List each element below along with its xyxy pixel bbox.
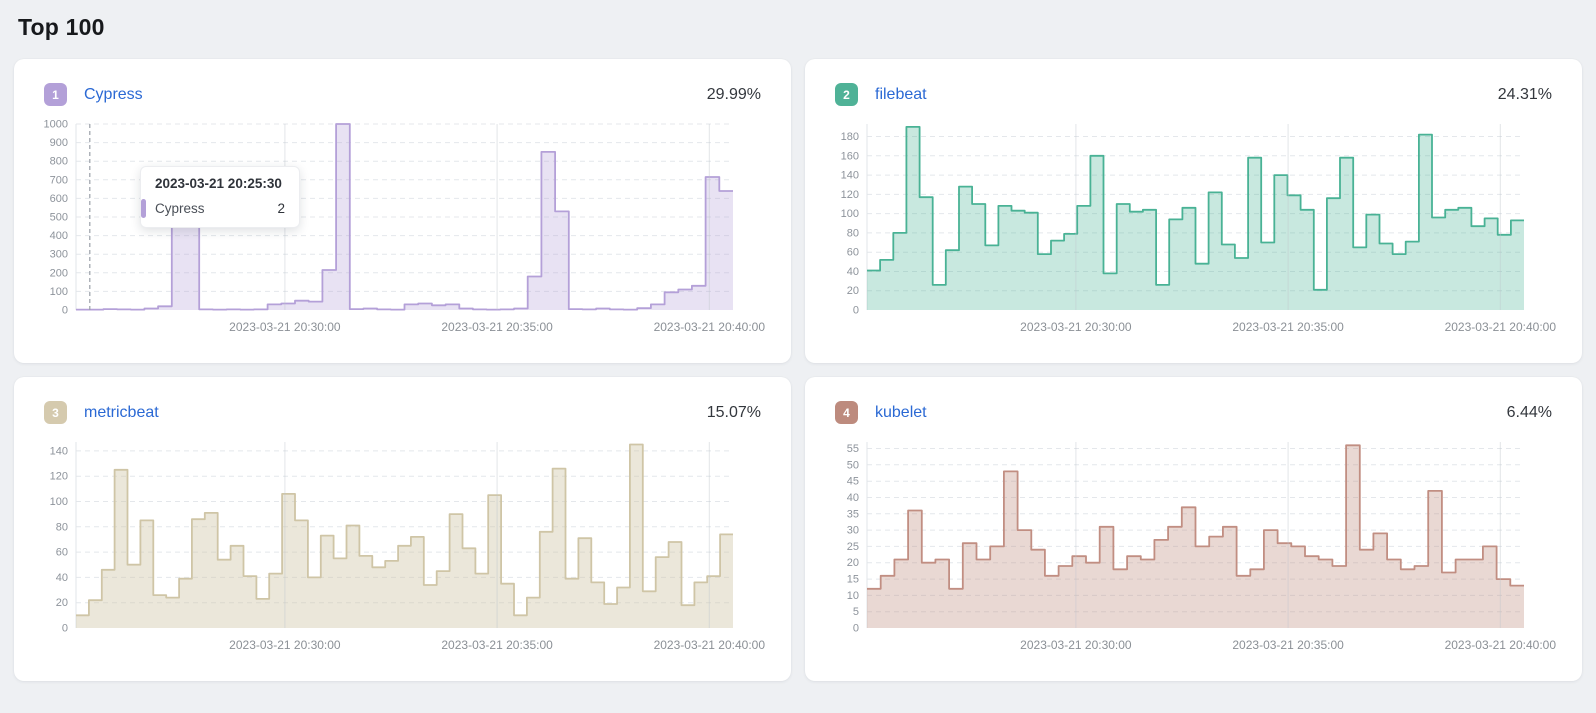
chart-svg: 0 20 40 60 80 100 120 140 2023-03-21 20:30:00 202… bbox=[50, 442, 766, 652]
y-axis-tick-label: 60 bbox=[56, 547, 68, 559]
percentage-value: 29.99% bbox=[706, 85, 761, 103]
percentage-value: 15.07% bbox=[706, 403, 761, 421]
chart-card-filebeat: 2 filebeat 24.31% 0 20 40 60 80 100 120 140 160 1… bbox=[805, 59, 1582, 363]
y-axis-tick-label: 800 bbox=[50, 156, 68, 168]
y-axis-tick-label: 50 bbox=[847, 459, 859, 471]
chart-canvas-metricbeat[interactable]: 0 20 40 60 80 100 120 140 2023-03-21 20:30:00 202… bbox=[36, 434, 767, 662]
y-axis-tick-label: 140 bbox=[841, 170, 859, 182]
rank-badge: 1 bbox=[44, 83, 67, 106]
y-axis-tick-label: 20 bbox=[56, 597, 68, 609]
card-header: 1 Cypress 29.99% bbox=[44, 83, 761, 106]
x-axis-tick-label: 2023-03-21 20:35:00 bbox=[1232, 320, 1344, 334]
chart-wrap: 0 20 40 60 80 100 120 140 2023-03-21 20:30:00 202… bbox=[36, 434, 767, 662]
x-axis-tick-label: 2023-03-21 20:35:00 bbox=[441, 320, 553, 334]
rank-badge: 4 bbox=[835, 401, 858, 424]
x-axis-tick-label: 2023-03-21 20:30:00 bbox=[1020, 320, 1132, 334]
y-axis-tick-label: 80 bbox=[847, 227, 859, 239]
chart-tooltip: 2023-03-21 20:25:30 Cypress 2 bbox=[140, 166, 300, 228]
chart-svg: 0 20 40 60 80 100 120 140 160 180 2023-03-21 20:30… bbox=[841, 124, 1557, 334]
page-title: Top 100 bbox=[18, 14, 105, 40]
y-axis-tick-label: 30 bbox=[847, 525, 859, 537]
y-axis-tick-label: 120 bbox=[841, 189, 859, 201]
x-axis-tick-label: 2023-03-21 20:40:00 bbox=[1445, 638, 1557, 652]
series-link-metricbeat[interactable]: metricbeat bbox=[84, 403, 159, 421]
x-axis-tick-label: 2023-03-21 20:30:00 bbox=[229, 320, 341, 334]
y-axis-tick-label: 1000 bbox=[44, 119, 68, 131]
area-series-fill bbox=[76, 444, 733, 628]
y-axis-tick-label: 400 bbox=[50, 230, 68, 242]
tooltip-series-value: 2 bbox=[277, 201, 285, 216]
chart-svg: 0 5 10 15 20 25 30 35 40 45 50 55 2023-03-21 20:30:0… bbox=[847, 442, 1557, 652]
chart-card-cypress: 1 Cypress 29.99% 0 100 200 300 400 500 600 700 8… bbox=[14, 59, 791, 363]
series-link-filebeat[interactable]: filebeat bbox=[875, 85, 927, 103]
y-axis-tick-label: 80 bbox=[56, 521, 68, 533]
cards-grid: 1 Cypress 29.99% 0 100 200 300 400 500 600 700 8… bbox=[14, 59, 1582, 681]
chart-wrap: 0 20 40 60 80 100 120 140 160 180 2023-03-21 20:30… bbox=[827, 116, 1558, 344]
y-axis-tick-label: 40 bbox=[56, 572, 68, 584]
card-header: 4 kubelet 6.44% bbox=[835, 401, 1552, 424]
y-axis-tick-label: 60 bbox=[847, 247, 859, 259]
y-axis-tick-label: 45 bbox=[847, 476, 859, 488]
percentage-value: 24.31% bbox=[1497, 85, 1552, 103]
y-axis-tick-label: 500 bbox=[50, 212, 68, 224]
y-axis-tick-label: 900 bbox=[50, 137, 68, 149]
chart-canvas-kubelet[interactable]: 0 5 10 15 20 25 30 35 40 45 50 55 2023-03-21 20:30:0… bbox=[827, 434, 1558, 662]
chart-card-kubelet: 4 kubelet 6.44% 0 5 10 15 20 25 30 35 40 45 50 55 20… bbox=[805, 377, 1582, 681]
y-axis-tick-label: 120 bbox=[50, 471, 68, 483]
area-series-line bbox=[76, 123, 733, 311]
tooltip-series-name: Cypress bbox=[155, 201, 205, 216]
y-axis-tick-label: 25 bbox=[847, 541, 859, 553]
y-axis-tick-label: 15 bbox=[847, 574, 859, 586]
x-axis-tick-label: 2023-03-21 20:35:00 bbox=[441, 638, 553, 652]
rank-badge: 2 bbox=[835, 83, 858, 106]
card-header: 3 metricbeat 15.07% bbox=[44, 401, 761, 424]
area-series-line bbox=[76, 443, 733, 617]
chart-wrap: 0 5 10 15 20 25 30 35 40 45 50 55 2023-03-21 20:30:0… bbox=[827, 434, 1558, 662]
percentage-value: 6.44% bbox=[1506, 403, 1552, 421]
chart-canvas-cypress[interactable]: 0 100 200 300 400 500 600 700 800 900 1000 2023-03-… bbox=[36, 116, 767, 344]
x-axis-tick-label: 2023-03-21 20:40:00 bbox=[1445, 320, 1557, 334]
y-axis-tick-label: 20 bbox=[847, 557, 859, 569]
y-axis-tick-label: 40 bbox=[847, 492, 859, 504]
x-axis-tick-label: 2023-03-21 20:40:00 bbox=[654, 320, 766, 334]
y-axis-tick-label: 140 bbox=[50, 445, 68, 457]
chart-card-metricbeat: 3 metricbeat 15.07% 0 20 40 60 80 100 120 140 20… bbox=[14, 377, 791, 681]
y-axis-tick-label: 160 bbox=[841, 150, 859, 162]
tooltip-row: Cypress 2 bbox=[141, 199, 285, 218]
series-link-cypress[interactable]: Cypress bbox=[84, 85, 143, 103]
chart-wrap: 0 100 200 300 400 500 600 700 800 900 1000 2023-03-… bbox=[36, 116, 767, 344]
y-axis-tick-label: 0 bbox=[853, 305, 859, 317]
y-axis-tick-label: 35 bbox=[847, 508, 859, 520]
series-marker-icon bbox=[141, 199, 146, 218]
y-axis-tick-label: 10 bbox=[847, 590, 859, 602]
y-axis-tick-label: 100 bbox=[50, 286, 68, 298]
rank-badge: 3 bbox=[44, 401, 67, 424]
y-axis-tick-label: 5 bbox=[853, 606, 859, 618]
y-axis-tick-label: 0 bbox=[853, 623, 859, 635]
x-axis-tick-label: 2023-03-21 20:30:00 bbox=[229, 638, 341, 652]
y-axis-tick-label: 700 bbox=[50, 174, 68, 186]
chart-svg: 0 100 200 300 400 500 600 700 800 900 1000 2023-03-… bbox=[44, 119, 766, 335]
card-header: 2 filebeat 24.31% bbox=[835, 83, 1552, 106]
series-link-kubelet[interactable]: kubelet bbox=[875, 403, 927, 421]
area-series-line bbox=[867, 126, 1524, 291]
y-axis-tick-label: 300 bbox=[50, 249, 68, 261]
y-axis-tick-label: 200 bbox=[50, 267, 68, 279]
x-axis-tick-label: 2023-03-21 20:35:00 bbox=[1232, 638, 1344, 652]
y-axis-tick-label: 600 bbox=[50, 193, 68, 205]
chart-canvas-filebeat[interactable]: 0 20 40 60 80 100 120 140 160 180 2023-03-21 20:30… bbox=[827, 116, 1558, 344]
y-axis-tick-label: 40 bbox=[847, 266, 859, 278]
x-axis-tick-label: 2023-03-21 20:40:00 bbox=[654, 638, 766, 652]
area-series-line bbox=[867, 444, 1524, 590]
tooltip-timestamp: 2023-03-21 20:25:30 bbox=[155, 176, 282, 191]
y-axis-tick-label: 100 bbox=[50, 496, 68, 508]
y-axis-tick-label: 20 bbox=[847, 285, 859, 297]
x-axis-tick-label: 2023-03-21 20:30:00 bbox=[1020, 638, 1132, 652]
y-axis-tick-label: 0 bbox=[62, 623, 68, 635]
y-axis-tick-label: 180 bbox=[841, 131, 859, 143]
y-axis-tick-label: 100 bbox=[841, 208, 859, 220]
y-axis-tick-label: 55 bbox=[847, 443, 859, 455]
dashboard-page: Top 100 1 Cypress 29.99% 0 100 200 300 400 50… bbox=[14, 14, 1582, 681]
y-axis-tick-label: 0 bbox=[62, 305, 68, 317]
